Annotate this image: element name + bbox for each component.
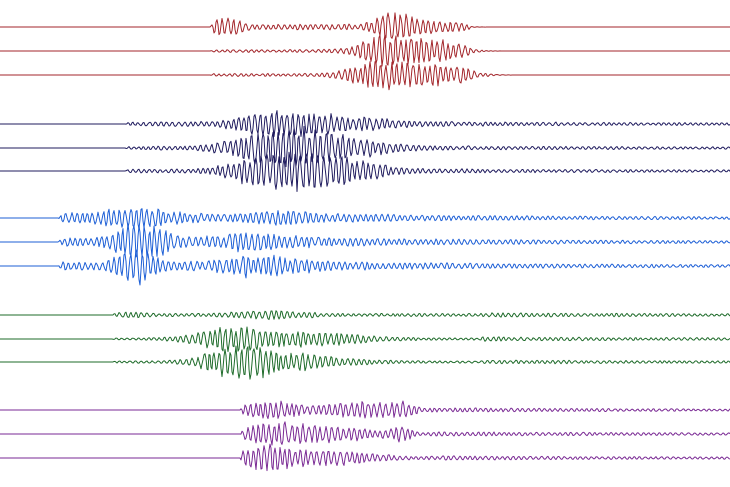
seismic-trace [0,34,730,67]
seismic-trace [0,125,730,168]
seismic-trace [0,12,730,40]
seismic-trace [0,249,730,286]
seismic-trace [0,208,730,230]
seismic-trace [0,151,730,192]
seismic-trace [0,310,730,321]
seismic-trace [0,223,730,259]
seismic-trace [0,61,730,91]
seismic-trace [0,421,730,446]
seismic-trace [0,400,730,420]
seismic-trace [0,345,730,380]
seismic-trace [0,326,730,353]
seismic-trace [0,443,730,472]
seismic-trace [0,110,730,138]
